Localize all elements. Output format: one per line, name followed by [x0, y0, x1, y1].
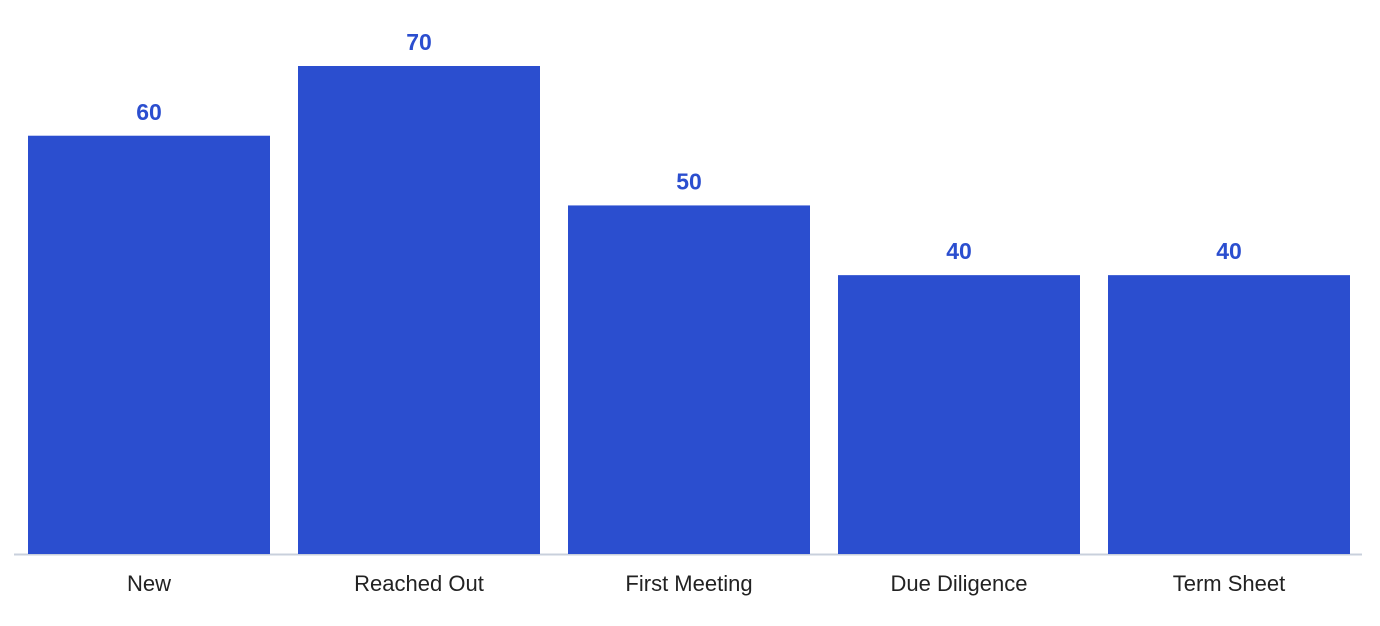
x-tick-label: Term Sheet	[1173, 571, 1286, 596]
value-label: 70	[406, 29, 432, 55]
value-label: 40	[1216, 238, 1242, 264]
value-label: 60	[136, 99, 162, 125]
x-tick-label: New	[127, 571, 171, 596]
value-label: 40	[946, 238, 972, 264]
bar	[28, 135, 270, 554]
x-tick-label: Due Diligence	[891, 571, 1028, 596]
x-tick-label: Reached Out	[354, 571, 484, 596]
bar	[838, 275, 1080, 554]
x-tick-label: First Meeting	[625, 571, 752, 596]
bar	[1108, 275, 1350, 554]
value-label: 50	[676, 169, 702, 195]
bar	[298, 66, 540, 554]
bar	[568, 205, 810, 554]
